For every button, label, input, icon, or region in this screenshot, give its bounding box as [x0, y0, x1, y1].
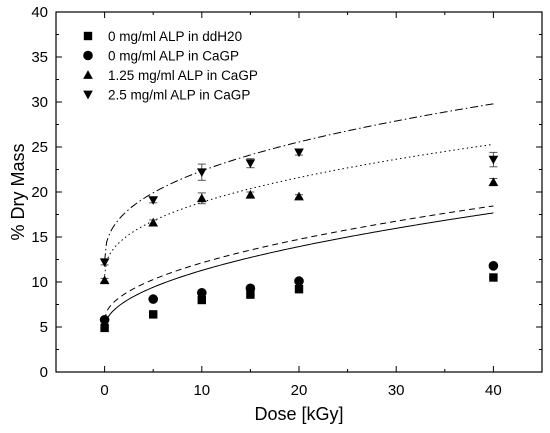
y-tick-label: 30: [31, 94, 48, 111]
data-point-series-2: [294, 276, 304, 286]
data-markers: [99, 148, 499, 333]
legend-label-series-1: 0 mg/ml ALP in ddH20: [108, 29, 242, 44]
data-point-series-2: [148, 294, 158, 304]
y-tick-label: 40: [31, 4, 48, 21]
data-point-series-1: [294, 285, 304, 294]
data-point-series-2: [197, 288, 207, 298]
data-point-series-3: [148, 217, 159, 227]
legend: 0 mg/ml ALP in ddH20 0 mg/ml ALP in CaGP 1…: [83, 29, 258, 103]
data-point-series-3: [488, 177, 499, 186]
x-tick-label: 40: [485, 382, 502, 399]
fit-line-series-4: [104, 103, 494, 262]
y-tick-label: 20: [31, 184, 48, 201]
data-point-series-1: [149, 310, 158, 319]
fit-line-series-2: [104, 205, 494, 320]
data-point-series-4: [196, 168, 207, 178]
legend-marker-series-3: [83, 70, 93, 79]
x-axis-title: Dose [kGy]: [254, 404, 343, 424]
data-point-series-2: [488, 261, 499, 271]
x-tick-label: 20: [291, 382, 308, 399]
data-point-series-4: [294, 148, 304, 158]
data-point-series-1: [246, 290, 255, 299]
error-bars: [100, 149, 498, 330]
legend-label-series-4: 2.5 mg/ml ALP in CaGP: [108, 88, 250, 103]
data-point-series-3: [99, 275, 110, 285]
data-point-series-2: [99, 315, 110, 325]
data-point-series-4: [148, 196, 159, 205]
y-tick-label: 25: [31, 139, 48, 156]
legend-label-series-2: 0 mg/ml ALP in CaGP: [108, 49, 239, 64]
legend-marker-series-1: [83, 31, 93, 41]
data-point-series-3: [294, 191, 304, 201]
fit-line-series-1: [104, 212, 494, 329]
y-tick-label: 15: [31, 229, 48, 246]
y-tick-label: 5: [40, 319, 48, 336]
x-tick-label: 10: [193, 382, 210, 399]
legend-marker-series-2: [83, 50, 93, 61]
data-point-series-4: [245, 159, 256, 169]
y-axis-title: % Dry Mass: [8, 143, 28, 240]
data-point-series-4: [488, 155, 499, 165]
legend-label-series-3: 1.25 mg/ml ALP in CaGP: [108, 68, 258, 83]
data-point-series-4: [99, 258, 110, 268]
x-tick-label: 0: [100, 382, 108, 399]
y-tick-label: 35: [31, 49, 48, 66]
data-point-series-1: [197, 295, 206, 305]
data-point-series-1: [100, 323, 109, 333]
x-tick-label: 30: [388, 382, 405, 399]
data-point-series-3: [196, 193, 207, 203]
y-tick-label: 0: [40, 364, 48, 381]
x-axis: 0 10 20 30 40: [55, 12, 543, 399]
fit-lines: [104, 103, 494, 329]
data-point-series-2: [245, 283, 256, 294]
y-tick-label: 10: [31, 274, 48, 291]
y-axis: 0 5 10 15 20 25 30 35 40: [31, 4, 542, 381]
data-point-series-3: [245, 189, 256, 199]
data-point-series-1: [489, 273, 498, 282]
fit-line-series-3: [104, 143, 494, 276]
legend-marker-series-4: [83, 90, 93, 100]
